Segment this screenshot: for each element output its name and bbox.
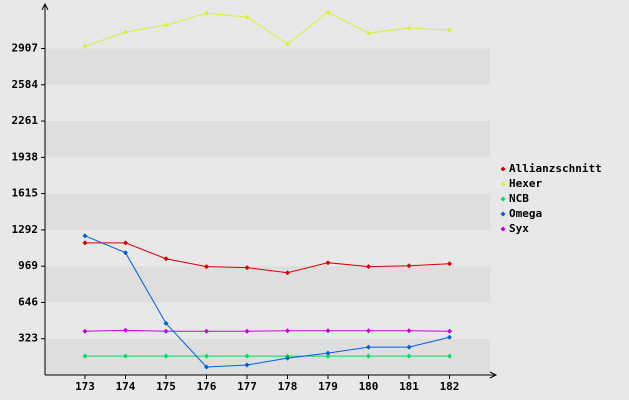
data-point [366,344,371,350]
data-point [406,353,412,359]
plot-band [45,121,490,158]
data-point [163,22,169,28]
plot-band [45,193,490,230]
data-point [447,261,452,267]
legend-marker [500,166,506,172]
data-point [82,43,88,49]
data-point [325,328,331,334]
data-point [285,41,290,47]
data-point [447,334,452,340]
data-point [325,353,331,359]
data-point [82,328,88,334]
data-point [82,353,88,359]
y-tick-label: 323 [18,332,38,345]
data-point [123,327,128,333]
data-point [163,328,169,334]
data-point [285,270,290,276]
data-point [244,362,250,368]
data-point [204,328,209,334]
legend-marker [500,226,506,232]
y-axis-arrow [41,2,49,11]
data-point [204,264,209,270]
legend-label: NCB [509,192,529,205]
data-point [325,9,331,15]
x-axis-arrow [489,371,498,379]
data-point [204,353,209,359]
series-line [84,235,450,368]
data-point [406,25,412,31]
series-line [84,11,450,47]
x-tick-label: 175 [156,380,176,393]
data-point [447,27,452,33]
y-tick-label: 1938 [12,150,39,163]
data-point [285,328,290,334]
plot-band [45,84,490,122]
series-line [85,242,450,274]
x-tick-label: 180 [359,380,379,393]
data-point [325,350,331,356]
data-point [244,353,250,359]
y-tick-label: 1292 [12,223,39,236]
legend-label: Hexer [509,177,542,190]
data-point [366,264,371,270]
y-tick-label: 1615 [12,187,39,200]
plot-band [45,157,490,194]
series-line [84,329,450,332]
plot-band [45,302,490,339]
x-tick-label: 174 [116,380,136,393]
y-tick-label: 646 [18,295,38,308]
data-point [406,263,412,269]
legend-marker [500,211,506,217]
legend-label: Allianzschnitt [509,162,602,175]
data-point [82,240,88,246]
x-tick-label: 182 [440,380,460,393]
y-tick-label: 2907 [12,42,39,55]
y-tick-label: 2261 [12,114,39,127]
data-point [163,256,169,262]
data-point [447,328,452,334]
plot-band [45,338,490,375]
data-point [447,353,452,359]
data-point [366,328,371,334]
x-tick-label: 181 [399,380,419,393]
data-point [285,355,290,361]
data-point [123,29,128,35]
plot-band [45,266,490,303]
x-tick-label: 176 [197,380,217,393]
data-point [366,353,371,359]
data-point [204,10,209,16]
data-point [123,250,128,256]
data-point [163,353,169,359]
data-point [244,14,250,20]
data-point [244,328,250,334]
data-point [163,320,169,326]
plot-band [45,10,490,49]
y-tick-label: 969 [18,259,38,272]
data-point [123,353,128,359]
data-point [406,328,412,334]
data-point [204,364,209,370]
legend-marker [500,196,506,202]
x-tick-label: 173 [75,380,95,393]
y-tick-label: 2584 [12,78,39,91]
x-tick-label: 178 [278,380,298,393]
x-tick-label: 179 [318,380,338,393]
data-point [325,260,331,266]
plot-band [45,229,490,267]
data-point [123,240,128,246]
data-point [82,233,88,239]
data-point [406,344,412,350]
legend-label: Omega [509,207,542,220]
legend-marker [500,181,506,187]
plot-band [45,48,490,85]
data-point [366,30,371,36]
data-point [244,265,250,271]
x-tick-label: 177 [237,380,257,393]
legend-label: Syx [509,222,529,235]
